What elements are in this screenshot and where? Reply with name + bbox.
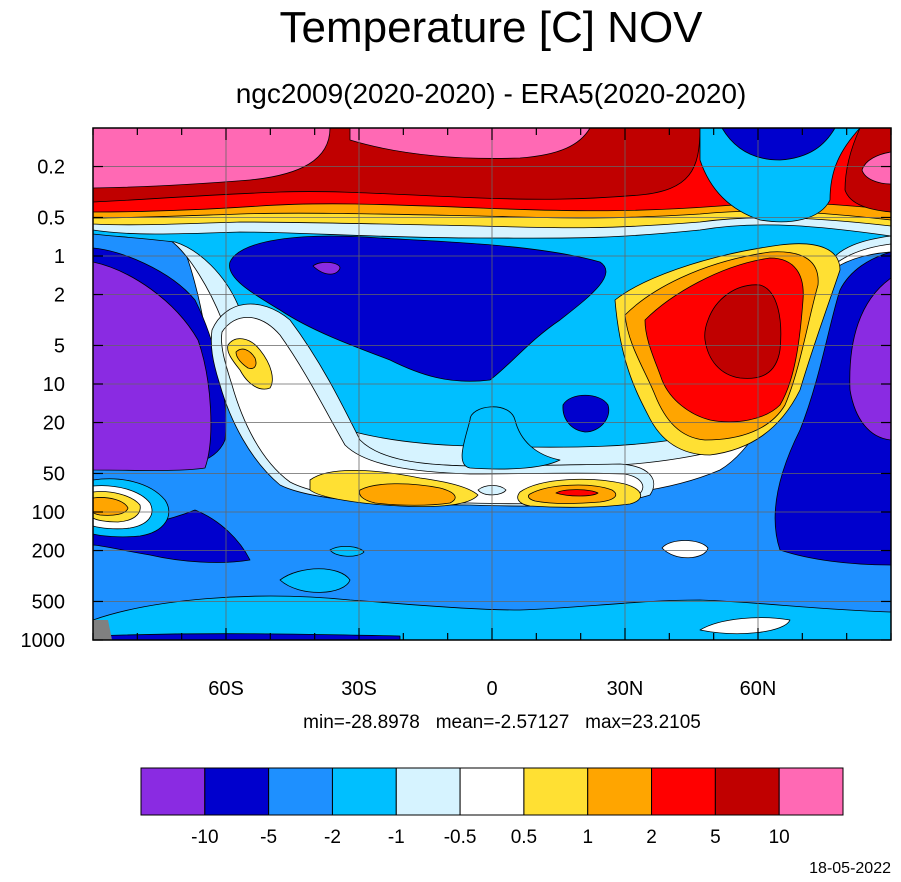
contour-cyan-lower-left	[279, 568, 351, 593]
contour-darkblue-top-right	[721, 128, 836, 161]
contour-grey-corner	[93, 620, 112, 640]
colorbar-label: 0.5	[511, 827, 537, 848]
x-tick-label: 60S	[208, 678, 244, 700]
contour-darkred-right	[704, 284, 782, 379]
colorbar-swatch	[140, 767, 206, 816]
colorbar-swatch	[714, 767, 780, 816]
y-tick-label: 1	[54, 246, 65, 268]
colorbar-swatch	[331, 767, 397, 816]
y-tick-label: 10	[43, 374, 65, 396]
colorbar-label: -5	[260, 827, 277, 848]
y-tick-label: 0.2	[37, 157, 65, 179]
colorbar-label: -10	[191, 827, 218, 848]
contour-white-left-warm	[221, 317, 644, 505]
y-tick-label: 5	[54, 335, 65, 357]
y-tick-label: 20	[43, 413, 65, 435]
contour-orange-strato-left	[235, 348, 257, 369]
y-tick-label: 50	[43, 463, 65, 485]
colorbar-swatch	[268, 767, 333, 816]
colorbar-label: -0.5	[444, 827, 477, 848]
chart-subtitle: ngc2009(2020-2020) - ERA5(2020-2020)	[236, 78, 747, 109]
y-tick-label: 500	[32, 591, 65, 613]
x-axis: 60S 30S 0 30N 60N	[92, 128, 892, 700]
colorbar-swatch	[778, 767, 844, 816]
colorbar-swatch	[523, 767, 589, 816]
contour-blue-bottom	[93, 633, 401, 640]
colorbar-label: 2	[646, 827, 657, 848]
contour-red-tropo	[555, 489, 599, 497]
y-axis: 0.2 0.5 1 2 5 10 20 50 100 200 500 1000	[21, 157, 891, 652]
x-tick-label: 0	[486, 678, 497, 700]
colorbar-label: 10	[769, 827, 790, 848]
y-tick-label: 0.5	[37, 207, 65, 229]
colorbar: -10 -5 -2 -1 -0.5 0.5 1 2 5 10	[140, 767, 844, 848]
y-tick-label: 200	[32, 541, 65, 563]
colorbar-swatch	[587, 767, 653, 816]
colorbar-swatch	[651, 767, 716, 816]
colorbar-swatch	[395, 767, 461, 816]
x-tick-label: 30N	[607, 678, 644, 700]
colorbar-swatch	[459, 767, 525, 816]
colorbar-label: -1	[388, 827, 405, 848]
y-tick-label: 100	[32, 502, 65, 524]
contour-purple-right	[849, 277, 891, 441]
colorbar-swatch	[204, 767, 270, 816]
x-tick-label: 30S	[341, 678, 377, 700]
stats-label: min=-28.8978 mean=-2.57127 max=23.2105	[303, 712, 701, 733]
contour-cyan-left-mid	[329, 546, 365, 557]
colorbar-label: -2	[324, 827, 341, 848]
contour-orange-left-low	[93, 497, 129, 516]
y-tick-label: 1000	[21, 630, 66, 652]
colorbar-label: 5	[710, 827, 721, 848]
contour-blue-top-right	[699, 128, 861, 223]
contour-pink-top-right	[861, 151, 891, 185]
contour-white-right-mid	[661, 540, 709, 559]
contour-purple-left	[93, 261, 212, 471]
contour-white-lower-right	[699, 617, 791, 635]
contour-purple-blob-strato	[312, 262, 341, 275]
colorbar-label: 1	[582, 827, 593, 848]
y-tick-label: 2	[54, 285, 65, 307]
contour-orange-tropo-left	[359, 483, 456, 506]
date-label: 18-05-2022	[809, 860, 891, 877]
contour-pink-top-left	[93, 128, 331, 189]
chart-title: Temperature [C] NOV	[279, 3, 703, 52]
x-tick-label: 60N	[740, 678, 777, 700]
contour-pink-top-mid	[349, 128, 591, 159]
